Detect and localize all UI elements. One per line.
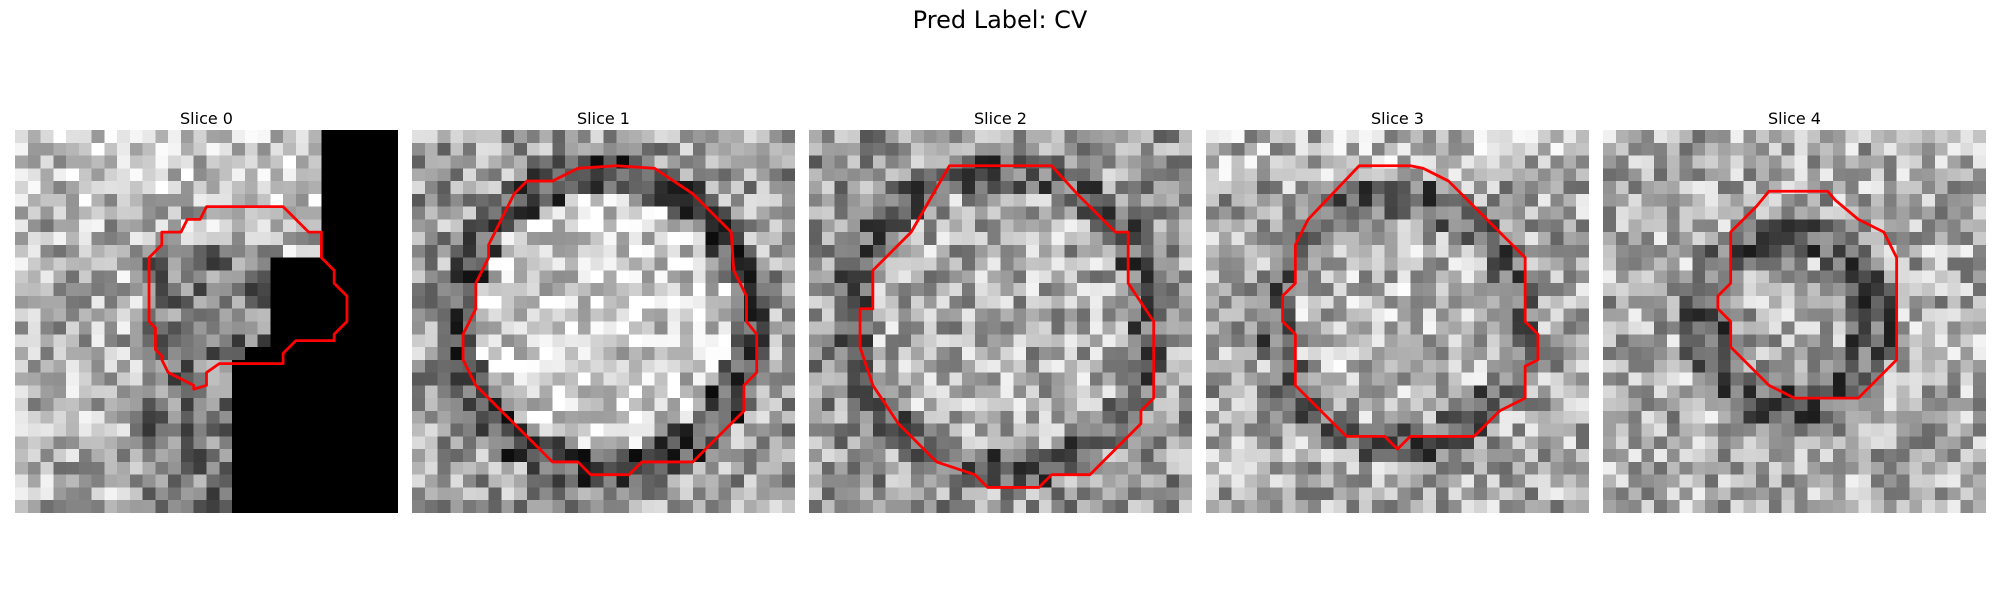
slice-image — [1206, 130, 1589, 513]
slice-title: Slice 1 — [412, 108, 795, 130]
figure-title: Pred Label: CV — [0, 6, 2000, 34]
slice-title: Slice 2 — [809, 108, 1192, 130]
slice-image — [809, 130, 1192, 513]
slice-title: Slice 0 — [15, 108, 398, 130]
slice-image — [1603, 130, 1986, 513]
slice-panel-4: Slice 4 — [1603, 108, 1986, 513]
slice-panel-3: Slice 3 — [1206, 108, 1589, 513]
slice-title: Slice 3 — [1206, 108, 1589, 130]
slice-panel-0: Slice 0 — [15, 108, 398, 513]
slice-image — [412, 130, 795, 513]
slice-panel-2: Slice 2 — [809, 108, 1192, 513]
slice-panel-1: Slice 1 — [412, 108, 795, 513]
slice-title: Slice 4 — [1603, 108, 1986, 130]
slice-image — [15, 130, 398, 513]
